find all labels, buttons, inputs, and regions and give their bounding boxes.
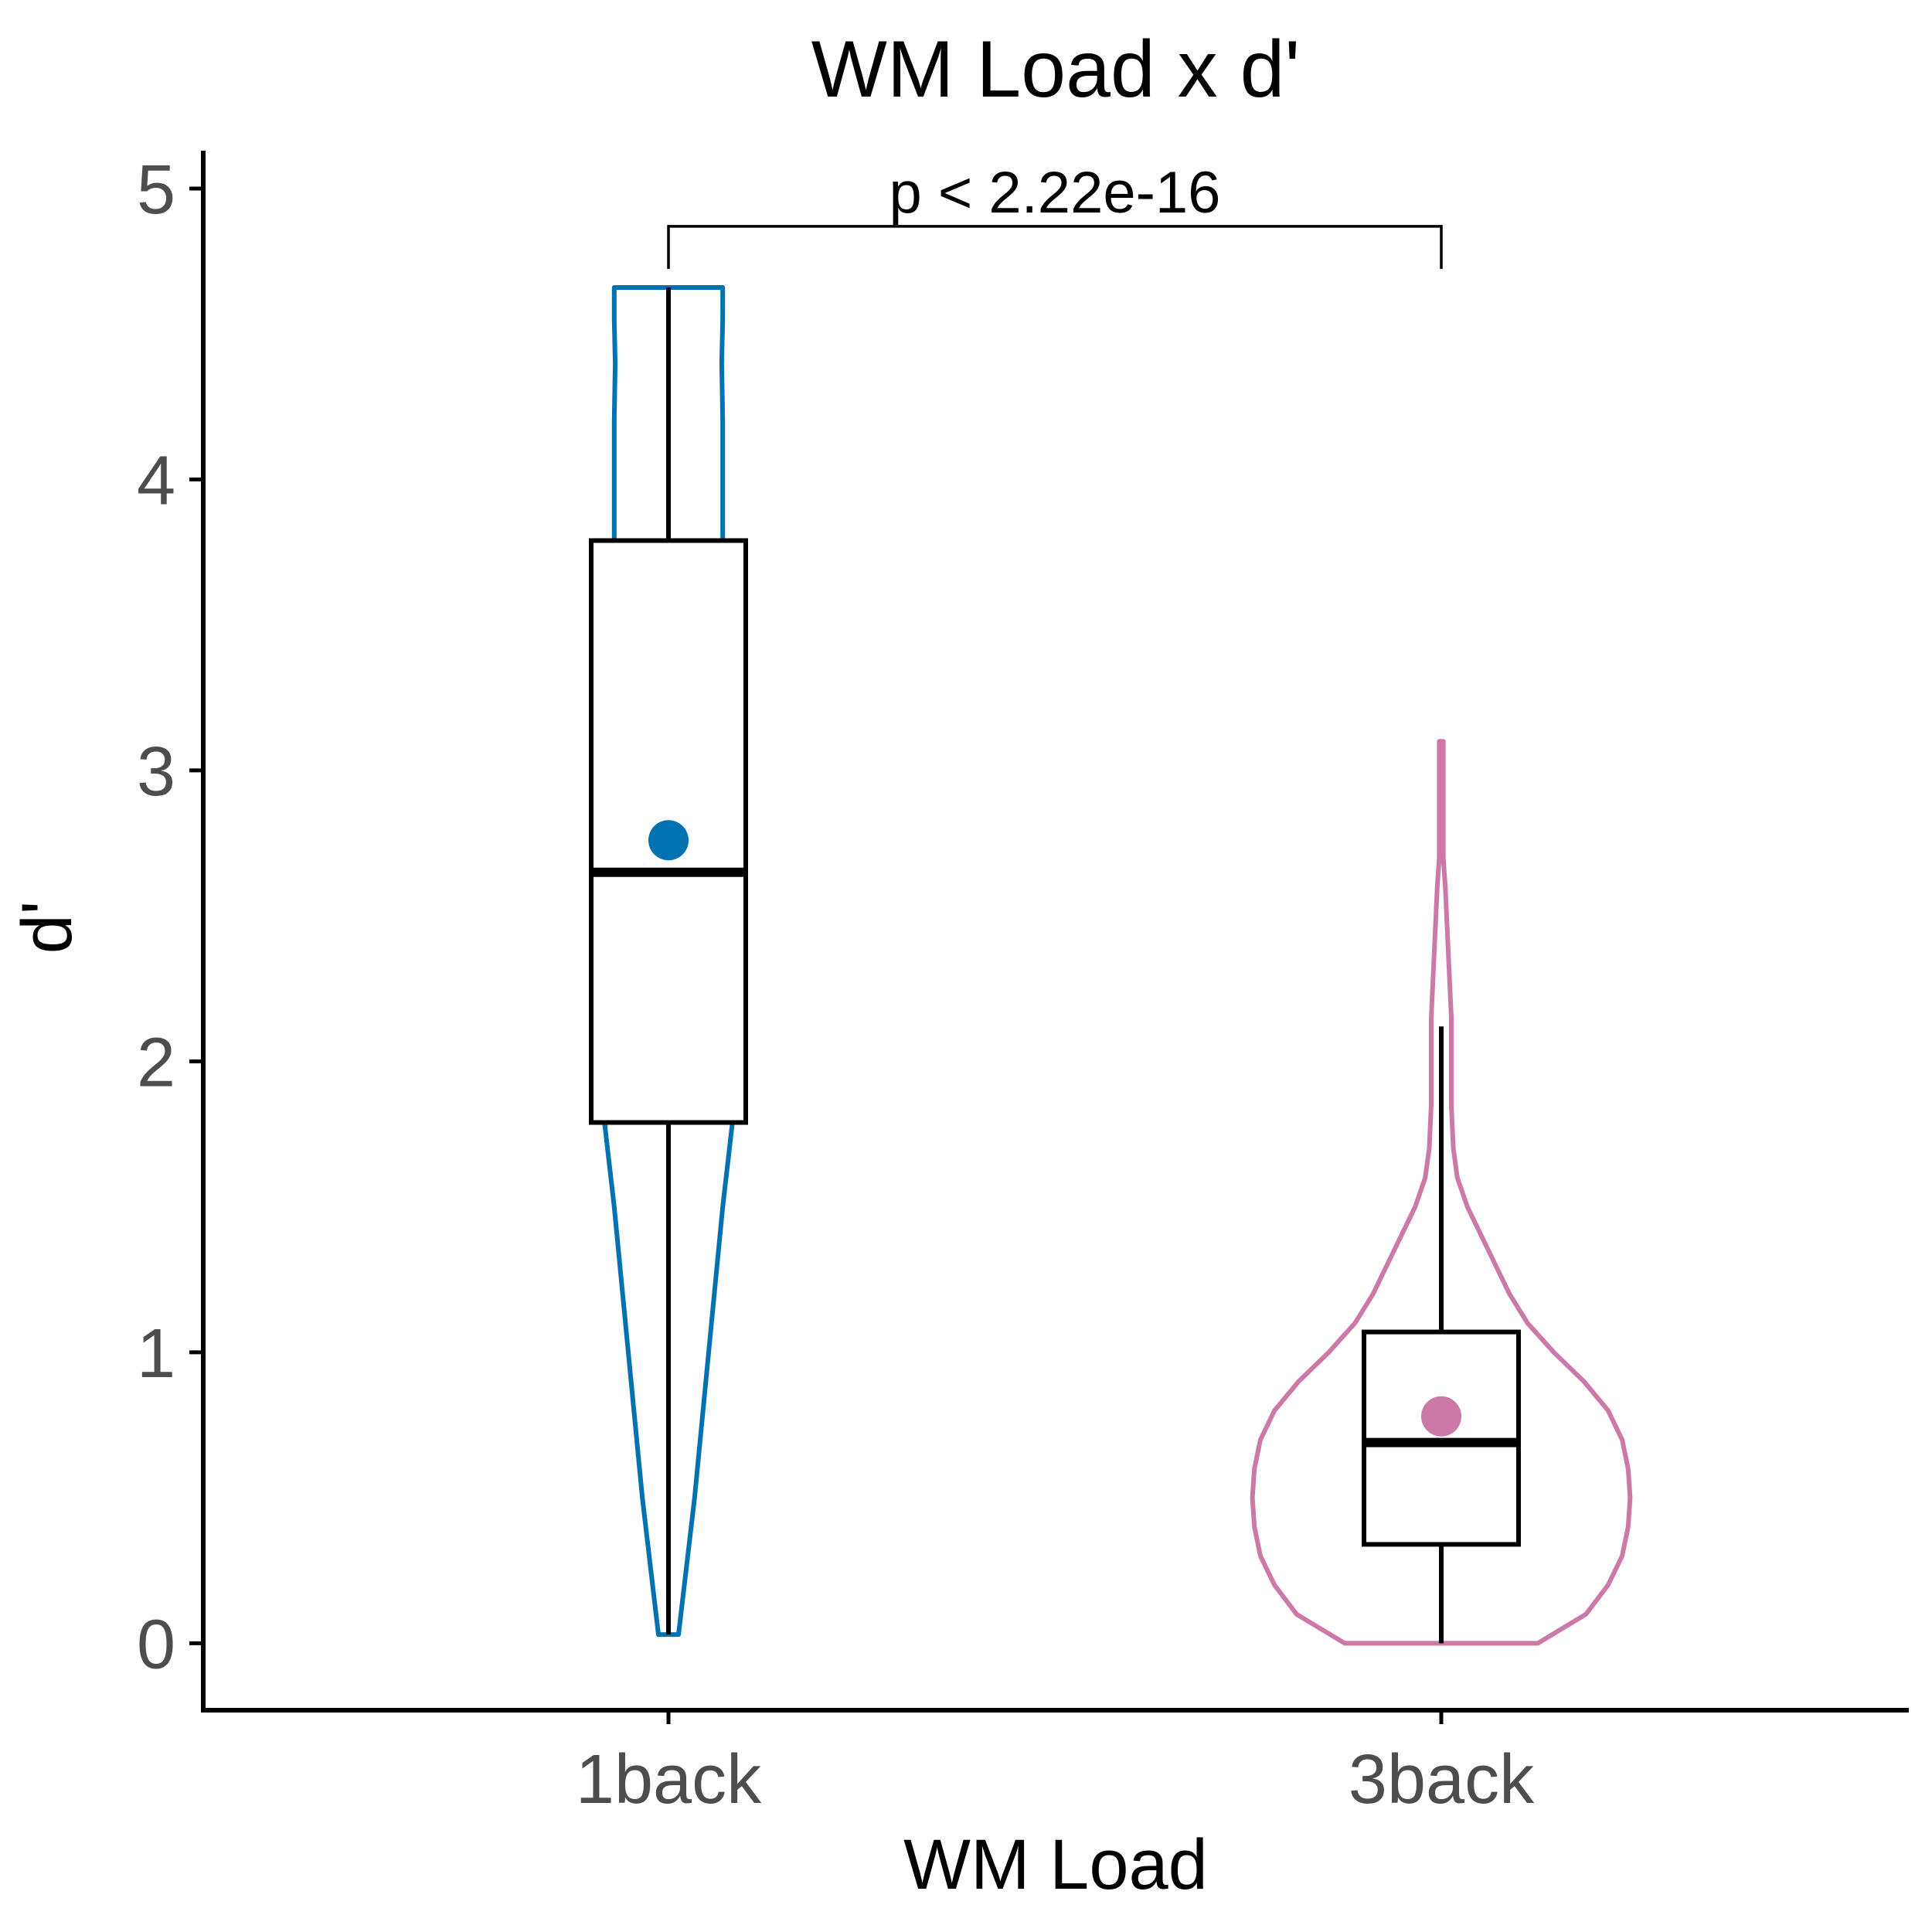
mean-point-3back: [1421, 1396, 1461, 1437]
y-tick-label-5: 5: [137, 151, 175, 229]
y-tick-label-0: 0: [137, 1606, 175, 1683]
chart-title: WM Load x d': [811, 25, 1301, 114]
plot-area: p < 2.22e-16: [589, 160, 1633, 1646]
x-tick-label-3back: 3back: [1349, 1741, 1535, 1818]
violin-3back: [1250, 739, 1633, 1646]
x-tick-label-1back: 1back: [576, 1741, 762, 1818]
x-axis-title: WM Load: [903, 1825, 1208, 1904]
mean-point-1back: [648, 820, 689, 861]
y-tick-label-3: 3: [137, 733, 175, 811]
group-1back: [589, 285, 748, 1638]
y-tick-label-2: 2: [137, 1024, 175, 1101]
y-axis-title: d': [8, 901, 87, 954]
group-3back: [1250, 739, 1633, 1646]
y-tick-label-1: 1: [137, 1315, 175, 1393]
axes: 1back 3back 0 1 2 3 4 5: [137, 151, 1909, 1818]
comparison-bracket: [667, 225, 1443, 269]
y-tick-label-4: 4: [137, 442, 175, 519]
comparison-label: p < 2.22e-16: [889, 160, 1221, 226]
